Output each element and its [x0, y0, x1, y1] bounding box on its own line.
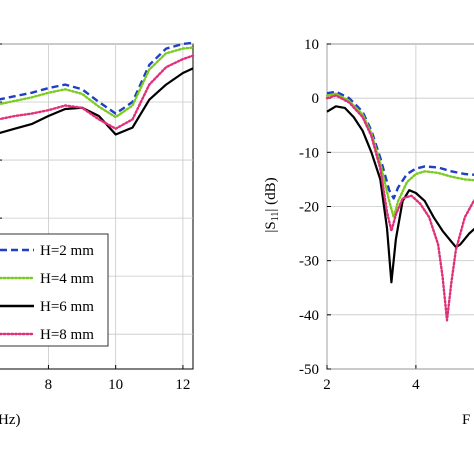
- legend-label-2: H=6 mm: [40, 299, 94, 315]
- right-grid: [326, 43, 474, 370]
- left-xtick-label-2: 12: [175, 377, 190, 393]
- left-x-axis-label: Hz): [0, 412, 21, 428]
- left-x-tick-labels: 8 10 12: [45, 377, 191, 393]
- left-series-line-0: [0, 41, 194, 115]
- legend-label-0: H=2 mm: [40, 243, 94, 259]
- right-ytick-label-5: -40: [299, 308, 319, 324]
- left-series-line-1: [0, 46, 195, 119]
- left-series-line-3: [0, 54, 195, 130]
- right-ytick-label-1: 0: [312, 91, 320, 107]
- right-y-tick-labels: 10 0 -10 -20 -30 -40 -50: [299, 37, 319, 378]
- right-ytick-label-2: -10: [299, 145, 319, 161]
- right-ytick-label-4: -30: [299, 254, 319, 270]
- right-series-group: [325, 90, 474, 322]
- right-y-axis-label-end: | (dB): [263, 177, 279, 211]
- right-xtick-label-0: 2: [323, 377, 331, 393]
- left-xtick-label-0: 8: [45, 377, 53, 393]
- right-x-axis-label: F: [462, 412, 470, 428]
- left-chart-panel: 8 10 12 Hz) H=2 mm H=4 mm H=6 mm H=8 mm: [0, 41, 195, 428]
- left-xtick-label-1: 10: [108, 377, 123, 393]
- legend-box: [0, 233, 109, 347]
- right-ytick-label-6: -50: [299, 362, 319, 378]
- right-ytick-label-3: -20: [299, 200, 319, 216]
- right-y-axis-label-subscript: 11: [270, 212, 281, 222]
- legend-label-3: H=8 mm: [40, 327, 94, 343]
- right-series-line-1: [325, 92, 474, 219]
- right-y-axis-label-start: |S: [263, 221, 279, 232]
- right-y-axis-label: |S11| (dB): [263, 177, 281, 232]
- left-series-group: [0, 41, 195, 136]
- legend-label-1: H=4 mm: [40, 271, 94, 287]
- legend: H=2 mm H=4 mm H=6 mm H=8 mm: [0, 233, 109, 347]
- right-series-line-3: [325, 94, 474, 322]
- right-xtick-label-1: 4: [412, 377, 420, 393]
- left-series-line-2: [0, 67, 194, 136]
- left-grid: [0, 43, 193, 369]
- right-series-line-0: [326, 90, 474, 200]
- right-ytick-label-0: 10: [304, 37, 319, 53]
